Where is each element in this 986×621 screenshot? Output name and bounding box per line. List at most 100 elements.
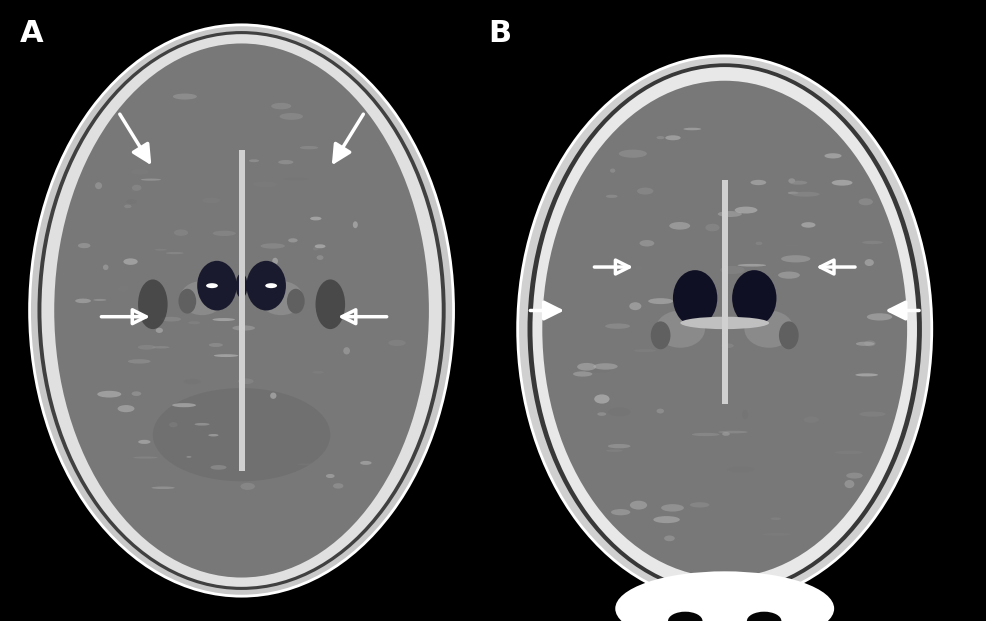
- Ellipse shape: [834, 451, 863, 454]
- Ellipse shape: [630, 501, 647, 510]
- Ellipse shape: [669, 222, 690, 230]
- Ellipse shape: [763, 533, 791, 536]
- Ellipse shape: [131, 391, 141, 396]
- Ellipse shape: [594, 363, 617, 369]
- Ellipse shape: [298, 463, 319, 465]
- Ellipse shape: [103, 265, 108, 270]
- Ellipse shape: [272, 258, 278, 265]
- Ellipse shape: [233, 325, 255, 330]
- Ellipse shape: [615, 571, 834, 621]
- Ellipse shape: [152, 346, 170, 348]
- Ellipse shape: [607, 444, 630, 448]
- Ellipse shape: [669, 612, 702, 621]
- Text: B: B: [488, 19, 511, 48]
- Ellipse shape: [155, 249, 167, 251]
- Ellipse shape: [804, 417, 818, 423]
- Ellipse shape: [856, 342, 875, 346]
- Ellipse shape: [30, 25, 454, 596]
- Ellipse shape: [128, 359, 151, 363]
- Ellipse shape: [637, 188, 654, 194]
- Ellipse shape: [750, 180, 766, 185]
- Ellipse shape: [648, 298, 673, 304]
- Ellipse shape: [174, 229, 188, 236]
- Ellipse shape: [867, 313, 892, 320]
- Ellipse shape: [732, 270, 776, 326]
- Ellipse shape: [333, 483, 343, 489]
- Ellipse shape: [619, 150, 647, 158]
- Text: A: A: [20, 19, 43, 48]
- Ellipse shape: [742, 410, 748, 419]
- Ellipse shape: [270, 392, 276, 399]
- Ellipse shape: [95, 182, 103, 189]
- Ellipse shape: [131, 189, 136, 192]
- Ellipse shape: [718, 211, 741, 217]
- Ellipse shape: [722, 343, 734, 348]
- Ellipse shape: [210, 465, 227, 469]
- Ellipse shape: [75, 299, 91, 303]
- Ellipse shape: [213, 230, 236, 236]
- Ellipse shape: [865, 259, 874, 266]
- Ellipse shape: [824, 386, 847, 393]
- Ellipse shape: [770, 517, 781, 520]
- Ellipse shape: [265, 283, 277, 288]
- Ellipse shape: [737, 286, 742, 296]
- Ellipse shape: [605, 324, 630, 329]
- Ellipse shape: [824, 153, 842, 158]
- Ellipse shape: [313, 247, 318, 250]
- Ellipse shape: [802, 222, 815, 228]
- Ellipse shape: [166, 252, 183, 254]
- Ellipse shape: [640, 240, 655, 247]
- Ellipse shape: [720, 266, 744, 274]
- Ellipse shape: [353, 221, 358, 228]
- Ellipse shape: [792, 192, 819, 197]
- Ellipse shape: [629, 302, 641, 310]
- Ellipse shape: [317, 255, 323, 260]
- Ellipse shape: [54, 43, 429, 578]
- Ellipse shape: [573, 371, 593, 376]
- Ellipse shape: [173, 94, 197, 99]
- Ellipse shape: [194, 423, 210, 425]
- Ellipse shape: [657, 136, 665, 139]
- Ellipse shape: [153, 388, 330, 481]
- Ellipse shape: [126, 199, 136, 204]
- Ellipse shape: [141, 179, 161, 181]
- Ellipse shape: [214, 354, 239, 357]
- Ellipse shape: [846, 473, 863, 479]
- Ellipse shape: [542, 81, 907, 578]
- Ellipse shape: [278, 160, 294, 165]
- Ellipse shape: [690, 502, 710, 507]
- Ellipse shape: [665, 535, 674, 542]
- Ellipse shape: [856, 373, 878, 376]
- Ellipse shape: [680, 317, 769, 329]
- Ellipse shape: [197, 261, 237, 310]
- Ellipse shape: [722, 432, 730, 436]
- Ellipse shape: [608, 407, 631, 417]
- Ellipse shape: [188, 321, 200, 324]
- Ellipse shape: [705, 224, 720, 232]
- Ellipse shape: [738, 264, 766, 266]
- Ellipse shape: [778, 271, 800, 279]
- Ellipse shape: [132, 185, 142, 191]
- Ellipse shape: [288, 238, 298, 242]
- Ellipse shape: [610, 168, 615, 173]
- Ellipse shape: [117, 405, 134, 412]
- Ellipse shape: [672, 270, 717, 326]
- Ellipse shape: [595, 394, 609, 404]
- Ellipse shape: [186, 456, 191, 458]
- Ellipse shape: [786, 244, 798, 247]
- Ellipse shape: [41, 34, 442, 587]
- Ellipse shape: [203, 197, 220, 203]
- Ellipse shape: [718, 431, 747, 433]
- Ellipse shape: [156, 328, 163, 333]
- Ellipse shape: [388, 340, 405, 346]
- Ellipse shape: [735, 207, 757, 214]
- Ellipse shape: [844, 480, 854, 488]
- Ellipse shape: [123, 258, 138, 265]
- Ellipse shape: [584, 368, 611, 373]
- Ellipse shape: [138, 279, 168, 329]
- Ellipse shape: [178, 289, 196, 314]
- Ellipse shape: [365, 380, 372, 384]
- Ellipse shape: [788, 178, 795, 183]
- Ellipse shape: [260, 243, 285, 248]
- Ellipse shape: [656, 310, 705, 348]
